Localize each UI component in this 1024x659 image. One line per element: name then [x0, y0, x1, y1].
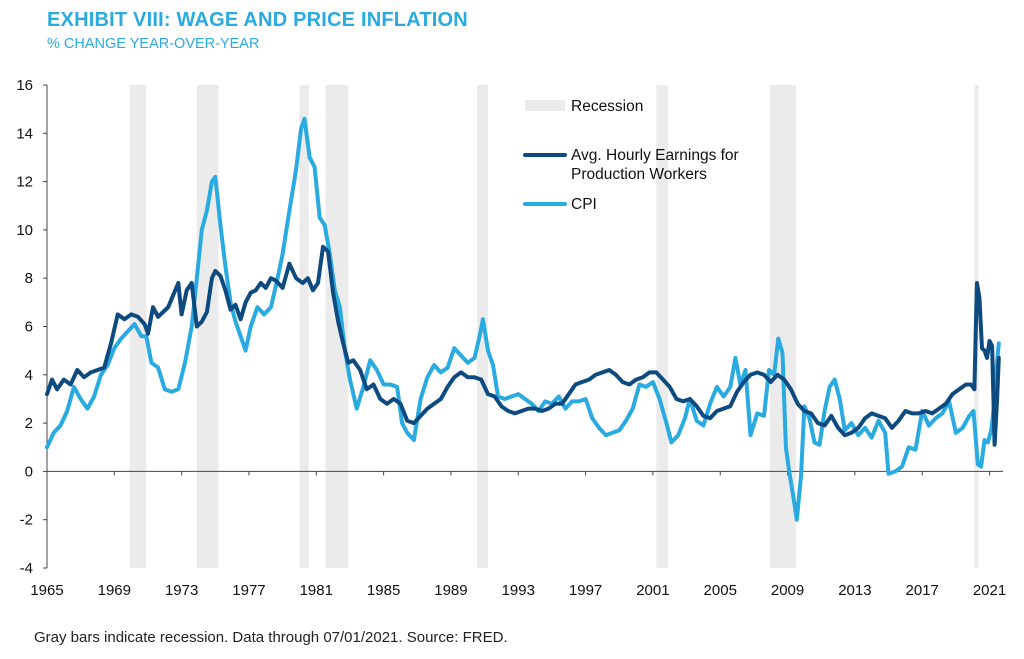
y-tick-label: 12 — [16, 174, 33, 191]
x-tick-label: 2005 — [704, 582, 737, 599]
y-tick-label: -2 — [20, 512, 33, 529]
x-tick-label: 1965 — [30, 582, 63, 599]
x-tick-label: 2001 — [636, 582, 669, 599]
x-tick-label: 2013 — [838, 582, 871, 599]
y-tick-label: 4 — [25, 367, 33, 384]
legend-recession-label: Recession — [571, 98, 643, 115]
x-tick-label: 1977 — [232, 582, 265, 599]
x-tick-label: 1981 — [300, 582, 333, 599]
wages-series-line — [45, 244, 1001, 447]
chart-canvas: -4 -2 0 2 4 6 8 10 12 14 16 1965 1969 1973 1977 1981 198… — [16, 77, 1006, 599]
x-tick-label: 1985 — [367, 582, 400, 599]
recession-bar-4 — [325, 85, 349, 568]
legend-wages-label: Production Workers — [571, 166, 707, 183]
x-tick-label: 1973 — [165, 582, 198, 599]
y-tick-label: 2 — [25, 415, 33, 432]
recession-bar-2 — [196, 85, 219, 568]
x-tick-label: 1997 — [569, 582, 602, 599]
y-tick-label: 10 — [16, 222, 33, 239]
y-tick-label: 8 — [25, 270, 33, 287]
recession-bar-3 — [299, 85, 309, 568]
chart-subtitle: % CHANGE YEAR-OVER-YEAR — [47, 36, 260, 52]
x-tick-label: 2017 — [906, 582, 939, 599]
y-tick-label: 0 — [25, 463, 33, 480]
chart-footnote: Gray bars indicate recession. Data throu… — [34, 629, 508, 646]
y-tick-label: -4 — [20, 560, 33, 577]
chart-legend: Recession Avg. Hourly Earnings for Product… — [523, 98, 739, 213]
y-tick-label: 14 — [16, 125, 33, 142]
y-tick-label: 16 — [16, 77, 33, 94]
chart-axes: -4 -2 0 2 4 6 8 10 12 14 16 1965 1969 1973 1977 1981 198… — [16, 77, 1006, 599]
y-tick-label: 6 — [25, 319, 33, 336]
x-tick-label: 1969 — [98, 582, 131, 599]
chart-series — [45, 116, 1001, 522]
x-tick-label: 1993 — [502, 582, 535, 599]
legend-cpi-label: CPI — [571, 196, 597, 213]
chart-title: EXHIBIT VIII: WAGE AND PRICE INFLATION — [47, 9, 468, 31]
legend-recession-swatch — [525, 100, 565, 111]
recession-bars — [129, 85, 979, 568]
recession-bar-6 — [656, 85, 669, 568]
legend-wages-label: Avg. Hourly Earnings for — [571, 147, 739, 164]
x-tick-label: 2021 — [973, 582, 1006, 599]
x-tick-label: 1989 — [434, 582, 467, 599]
x-tick-label: 2009 — [771, 582, 804, 599]
cpi-series-line — [45, 116, 1001, 522]
